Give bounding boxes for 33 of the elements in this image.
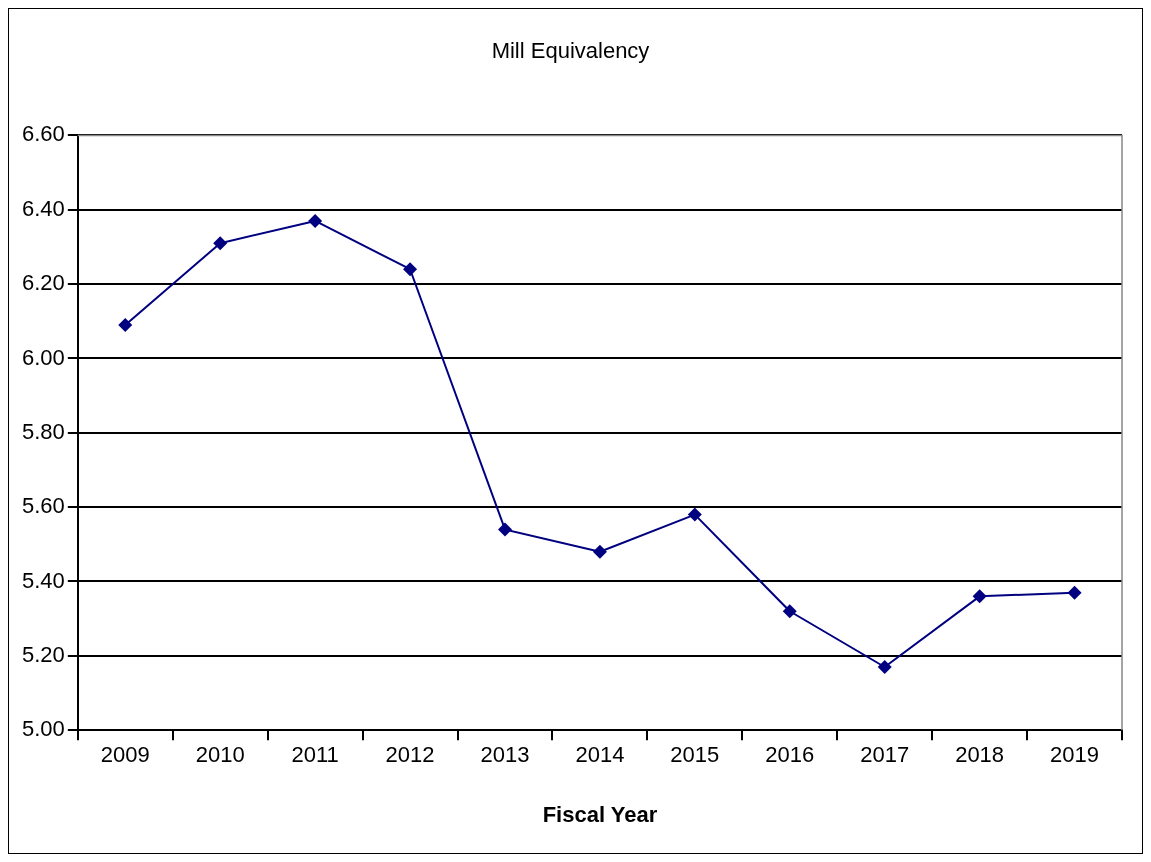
y-tick-label: 6.00 [21,344,65,370]
x-tick-label: 2018 [955,742,1005,768]
y-tick-label: 5.00 [21,716,65,742]
point [782,604,797,619]
point [687,507,702,522]
y-tick-label: 5.80 [21,418,65,444]
y-tick-label: 5.60 [21,493,65,519]
y-tick-label: 6.20 [21,270,65,296]
point [497,522,512,537]
x-tick-label: 2015 [670,742,720,768]
x-tick-label: 2009 [100,742,150,768]
x-tick-label: 2016 [765,742,815,768]
point [213,236,228,251]
y-tick-label: 5.40 [21,567,65,593]
y-tick-label: 6.60 [21,121,65,147]
point [877,660,892,674]
y-tick-label: 5.20 [21,641,65,667]
x-tick-label: 2019 [1050,742,1100,768]
x-tick-label: 2012 [385,742,435,768]
x-tick-label: 2013 [480,742,530,768]
x-tick-label: 2017 [860,742,910,768]
x-axis-title: Fiscal Year [542,801,658,827]
x-tick-label: 2011 [291,742,339,768]
point [592,544,607,559]
point [1067,585,1082,600]
point [403,262,418,277]
point [308,213,323,228]
x-tick-label: 2014 [575,742,625,768]
point [118,317,133,332]
point [972,589,987,604]
chart-title: Mill Equivalency [491,38,650,64]
y-tick-label: 6.40 [21,195,65,221]
x-tick-label: 2010 [195,742,245,768]
